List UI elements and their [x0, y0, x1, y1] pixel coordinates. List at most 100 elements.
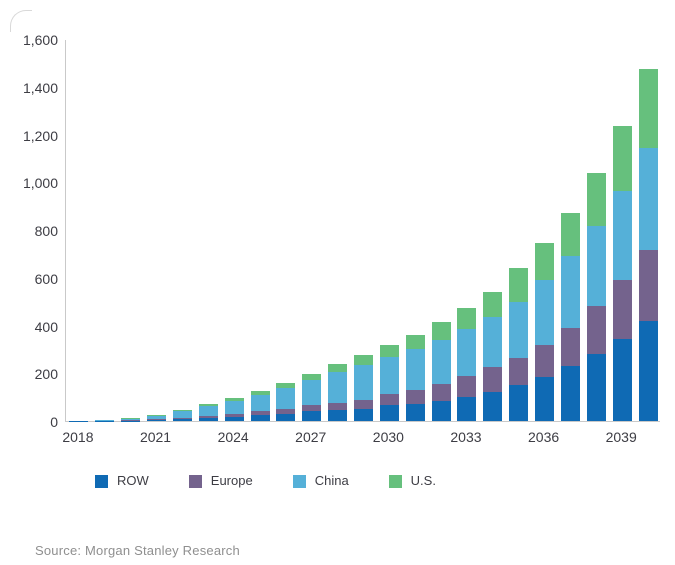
bar-segment-us-2035 — [509, 268, 529, 302]
bar-segment-china-2033 — [457, 329, 477, 376]
bar-segment-europe-2033 — [457, 375, 477, 398]
bar-segment-china-2030 — [379, 356, 399, 394]
bar-segment-us-2034 — [483, 292, 503, 318]
x-tick-label-2033: 2033 — [450, 429, 482, 445]
x-axis: 2018 2021 2024 2027 2030 2033 2036 2039 — [62, 429, 660, 449]
bar-segment-us-2038 — [586, 172, 606, 227]
bar-2036 — [535, 243, 555, 421]
bar-segment-row-2038 — [586, 354, 606, 421]
bar-segment-europe-2029 — [354, 399, 373, 410]
bar-segment-europe-2028 — [328, 403, 348, 411]
bar-segment-china-2029 — [354, 364, 373, 400]
bar-segment-europe-2023 — [198, 415, 218, 418]
bar-segment-us-2021 — [147, 415, 167, 416]
bar-segment-europe-2040 — [638, 250, 658, 321]
y-tick-label: 200 — [34, 366, 58, 383]
legend-swatch-china — [292, 474, 306, 488]
bar-2037 — [560, 213, 580, 421]
bar-segment-china-2025 — [250, 394, 270, 412]
legend-swatch-row — [95, 474, 108, 488]
bar-2038 — [586, 172, 606, 421]
bar-segment-europe-2022 — [172, 417, 192, 420]
bar-segment-row-2034 — [483, 392, 503, 421]
legend-swatch-us — [388, 474, 402, 488]
bar-segment-china-2040 — [638, 147, 658, 251]
x-tick-label-2027: 2027 — [295, 429, 327, 445]
bar-segment-china-2022 — [172, 411, 192, 418]
bar-segment-china-2020 — [121, 418, 141, 421]
bar-segment-row-2035 — [509, 385, 529, 421]
bar-segment-china-2031 — [405, 349, 425, 390]
bar-segment-us-2033 — [457, 307, 477, 330]
bar-segment-us-2030 — [379, 344, 399, 357]
bar-2035 — [509, 268, 529, 421]
bar-2040 — [638, 68, 658, 421]
bar-segment-row-2030 — [379, 405, 399, 421]
y-tick-label: 600 — [34, 270, 58, 287]
bar-segment-us-2032 — [431, 321, 451, 340]
y-tick-label: 1,200 — [22, 127, 58, 144]
bar-2030 — [379, 344, 399, 421]
legend-item-europe: Europe — [188, 474, 253, 488]
bar-segment-us-2024 — [224, 398, 244, 402]
bar-segment-china-2028 — [328, 372, 348, 404]
bar-2034 — [483, 292, 503, 421]
bar-segment-row-2031 — [405, 404, 425, 421]
bar-segment-us-2026 — [276, 382, 296, 388]
bar-2024 — [224, 398, 244, 421]
bar-2022 — [172, 410, 192, 421]
bar-segment-china-2038 — [586, 226, 606, 307]
y-tick-label: 800 — [34, 223, 58, 239]
card-corner-decoration — [10, 10, 32, 32]
bar-segment-us-2029 — [354, 355, 373, 365]
bar-segment-row-2027 — [302, 411, 322, 421]
bar-segment-china-2023 — [198, 406, 218, 416]
bar-segment-europe-2035 — [509, 357, 529, 386]
bar-segment-europe-2025 — [250, 411, 270, 416]
y-tick-label: 1,400 — [22, 79, 58, 96]
bar-2029 — [354, 355, 373, 421]
bar-2019 — [95, 419, 115, 421]
bar-segment-row-2032 — [431, 400, 451, 421]
x-tick-label-2030: 2030 — [372, 429, 404, 445]
bar-2033 — [457, 307, 477, 421]
x-tick-label-2036: 2036 — [528, 429, 560, 445]
bar-segment-us-2023 — [198, 404, 218, 407]
bar-segment-us-2027 — [302, 374, 322, 381]
bar-segment-row-2029 — [354, 409, 373, 421]
y-tick-label: 0 — [50, 414, 58, 430]
bar-segment-china-2036 — [535, 280, 555, 345]
plot-area — [65, 40, 660, 422]
bar-segment-row-2024 — [224, 416, 244, 421]
y-axis: 0 200 400 600 800 1,000 1,200 1,400 1,600 — [0, 33, 58, 429]
legend-label: ROW — [117, 473, 149, 488]
bar-segment-china-2027 — [302, 380, 322, 406]
bar-segment-europe-2038 — [586, 306, 606, 355]
bar-2020 — [121, 418, 141, 421]
bar-segment-china-2037 — [560, 256, 580, 328]
bar-segment-us-2036 — [535, 243, 555, 281]
bar-segment-us-2028 — [328, 363, 348, 373]
bar-segment-row-2022 — [172, 419, 192, 421]
bar-segment-row-2021 — [147, 420, 167, 421]
bar-segment-europe-2032 — [431, 384, 451, 401]
bar-segment-europe-2037 — [560, 327, 580, 367]
bar-segment-row-2039 — [612, 338, 632, 421]
bar-segment-china-2032 — [431, 339, 451, 385]
bar-segment-row-2036 — [535, 376, 555, 421]
bar-segment-row-2033 — [457, 397, 477, 421]
legend-item-us: U.S. — [388, 474, 436, 488]
bar-segment-china-2035 — [509, 301, 529, 358]
bar-2023 — [198, 404, 218, 421]
legend-item-china: China — [292, 474, 349, 488]
bar-segment-china-2026 — [276, 387, 296, 410]
x-tick-label-2018: 2018 — [62, 429, 94, 445]
bar-segment-china-2039 — [612, 190, 632, 281]
bar-2028 — [328, 363, 348, 421]
bar-2039 — [612, 126, 632, 421]
bar-2032 — [431, 321, 451, 421]
y-tick-label: 1,000 — [22, 175, 58, 192]
stacked-bar-chart: 0 200 400 600 800 1,000 1,200 1,400 1,600 2018 20… — [0, 33, 660, 449]
bar-segment-us-2031 — [405, 335, 425, 350]
